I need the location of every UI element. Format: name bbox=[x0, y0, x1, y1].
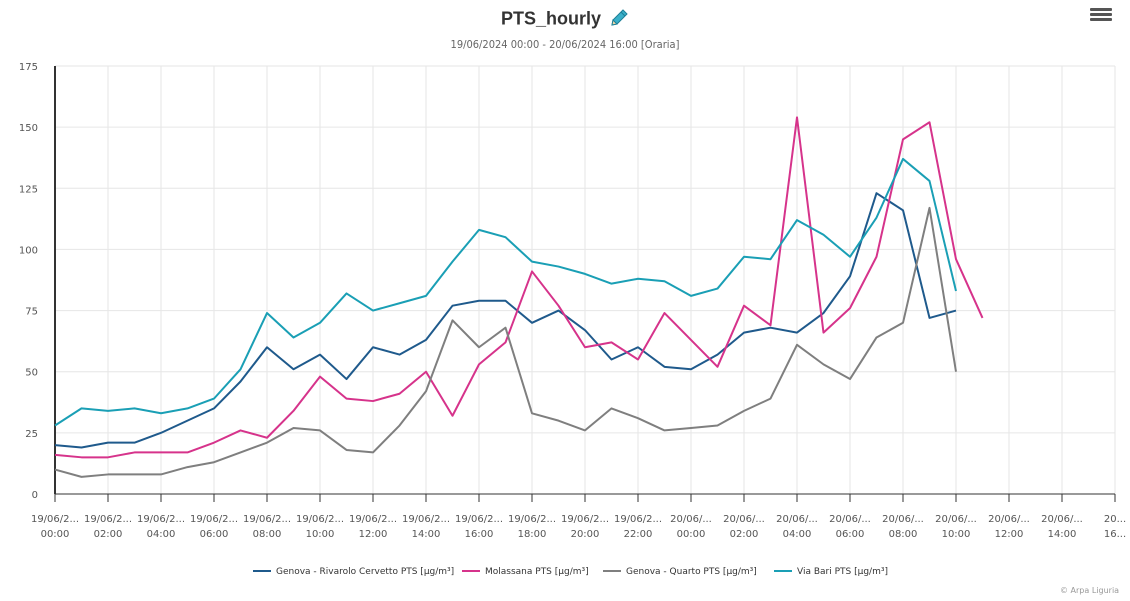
x-tick-label-time: 10:00 bbox=[306, 529, 335, 540]
x-tick-label-time: 02:00 bbox=[730, 529, 759, 540]
legend-item-label[interactable]: Via Bari PTS [µg/m³] bbox=[797, 567, 888, 577]
x-tick-label-time: 14:00 bbox=[412, 529, 441, 540]
x-tick-label-date: 20/06/... bbox=[829, 514, 871, 525]
x-tick-label-date: 19/06/2... bbox=[243, 514, 291, 525]
x-tick-label-time: 00:00 bbox=[677, 529, 706, 540]
x-tick-label-date: 20/06/... bbox=[776, 514, 818, 525]
x-tick-label-date: 20... bbox=[1104, 514, 1126, 525]
legend-item-label[interactable]: Genova - Rivarolo Cervetto PTS [µg/m³] bbox=[276, 567, 454, 577]
x-tick-label-date: 20/06/... bbox=[1041, 514, 1083, 525]
y-tick-label: 0 bbox=[32, 490, 38, 501]
y-tick-label: 50 bbox=[25, 368, 38, 379]
x-tick-label-date: 19/06/2... bbox=[84, 514, 132, 525]
x-tick-label-date: 19/06/2... bbox=[296, 514, 344, 525]
y-tick-label: 100 bbox=[19, 245, 38, 256]
series-lines bbox=[54, 116, 984, 478]
x-tick-label-time: 08:00 bbox=[889, 529, 918, 540]
legend-item-label[interactable]: Molassana PTS [µg/m³] bbox=[485, 567, 589, 577]
series-line-3[interactable] bbox=[54, 157, 957, 427]
y-tick-label: 125 bbox=[19, 184, 38, 195]
y-axis: 0 25 50 75 100 125 150 175 bbox=[19, 62, 56, 501]
grid bbox=[55, 65, 1116, 494]
x-tick-label-time: 12:00 bbox=[995, 529, 1024, 540]
x-tick-label-time: 06:00 bbox=[836, 529, 865, 540]
x-tick-label-time: 02:00 bbox=[94, 529, 123, 540]
x-tick-label-date: 20/06/... bbox=[723, 514, 765, 525]
x-tick-label-time: 22:00 bbox=[624, 529, 653, 540]
y-tick-label: 150 bbox=[19, 123, 38, 134]
legend-item-label[interactable]: Genova - Quarto PTS [µg/m³] bbox=[626, 567, 757, 577]
x-tick-label-date: 19/06/2... bbox=[455, 514, 503, 525]
x-tick-label-date: 20/06/... bbox=[882, 514, 924, 525]
x-tick-label-date: 19/06/2... bbox=[349, 514, 397, 525]
x-tick-label-time: 20:00 bbox=[571, 529, 600, 540]
chart-subtitle: 19/06/2024 00:00 - 20/06/2024 16:00 [Ora… bbox=[450, 38, 680, 51]
x-tick-label-date: 20/06/... bbox=[935, 514, 977, 525]
legend: Genova - Rivarolo Cervetto PTS [µg/m³] Mo… bbox=[253, 567, 888, 577]
series-line-0[interactable] bbox=[54, 192, 957, 449]
y-tick-label: 175 bbox=[19, 62, 38, 73]
x-tick-label-date: 19/06/2... bbox=[614, 514, 662, 525]
x-tick-label-time: 16... bbox=[1104, 529, 1126, 540]
pencil-icon[interactable] bbox=[609, 8, 629, 32]
hamburger-menu-icon[interactable] bbox=[1090, 6, 1112, 24]
y-tick-label: 25 bbox=[25, 429, 38, 440]
series-line-2[interactable] bbox=[54, 206, 957, 478]
x-tick-label-date: 19/06/2... bbox=[31, 514, 79, 525]
x-tick-label-time: 06:00 bbox=[200, 529, 229, 540]
x-tick-label-date: 19/06/2... bbox=[190, 514, 238, 525]
x-tick-label-time: 04:00 bbox=[783, 529, 812, 540]
x-tick-label-time: 14:00 bbox=[1048, 529, 1077, 540]
x-tick-label-date: 20/06/... bbox=[670, 514, 712, 525]
credit-text: © Arpa Liguria bbox=[1060, 586, 1120, 595]
x-tick-label-time: 12:00 bbox=[359, 529, 388, 540]
x-tick-label-date: 19/06/2... bbox=[137, 514, 185, 525]
x-tick-label-time: 04:00 bbox=[147, 529, 176, 540]
x-tick-label-date: 19/06/2... bbox=[561, 514, 609, 525]
x-axis: 19/06/2... 00:00 19/06/2... 02:00 19/06/2...… bbox=[31, 493, 1126, 540]
x-tick-label-time: 16:00 bbox=[465, 529, 494, 540]
x-tick-label-time: 00:00 bbox=[41, 529, 70, 540]
y-tick-label: 75 bbox=[25, 307, 38, 318]
x-tick-label-date: 19/06/2... bbox=[508, 514, 556, 525]
x-tick-label-time: 08:00 bbox=[253, 529, 282, 540]
chart-title: PTS_hourly bbox=[500, 8, 601, 29]
x-tick-label-time: 18:00 bbox=[518, 529, 547, 540]
x-tick-label-date: 19/06/2... bbox=[402, 514, 450, 525]
chart-title-wrap: PTS_hourly bbox=[0, 8, 1130, 32]
series-line-1[interactable] bbox=[54, 116, 984, 459]
x-tick-label-date: 20/06/... bbox=[988, 514, 1030, 525]
x-tick-label-time: 10:00 bbox=[942, 529, 971, 540]
